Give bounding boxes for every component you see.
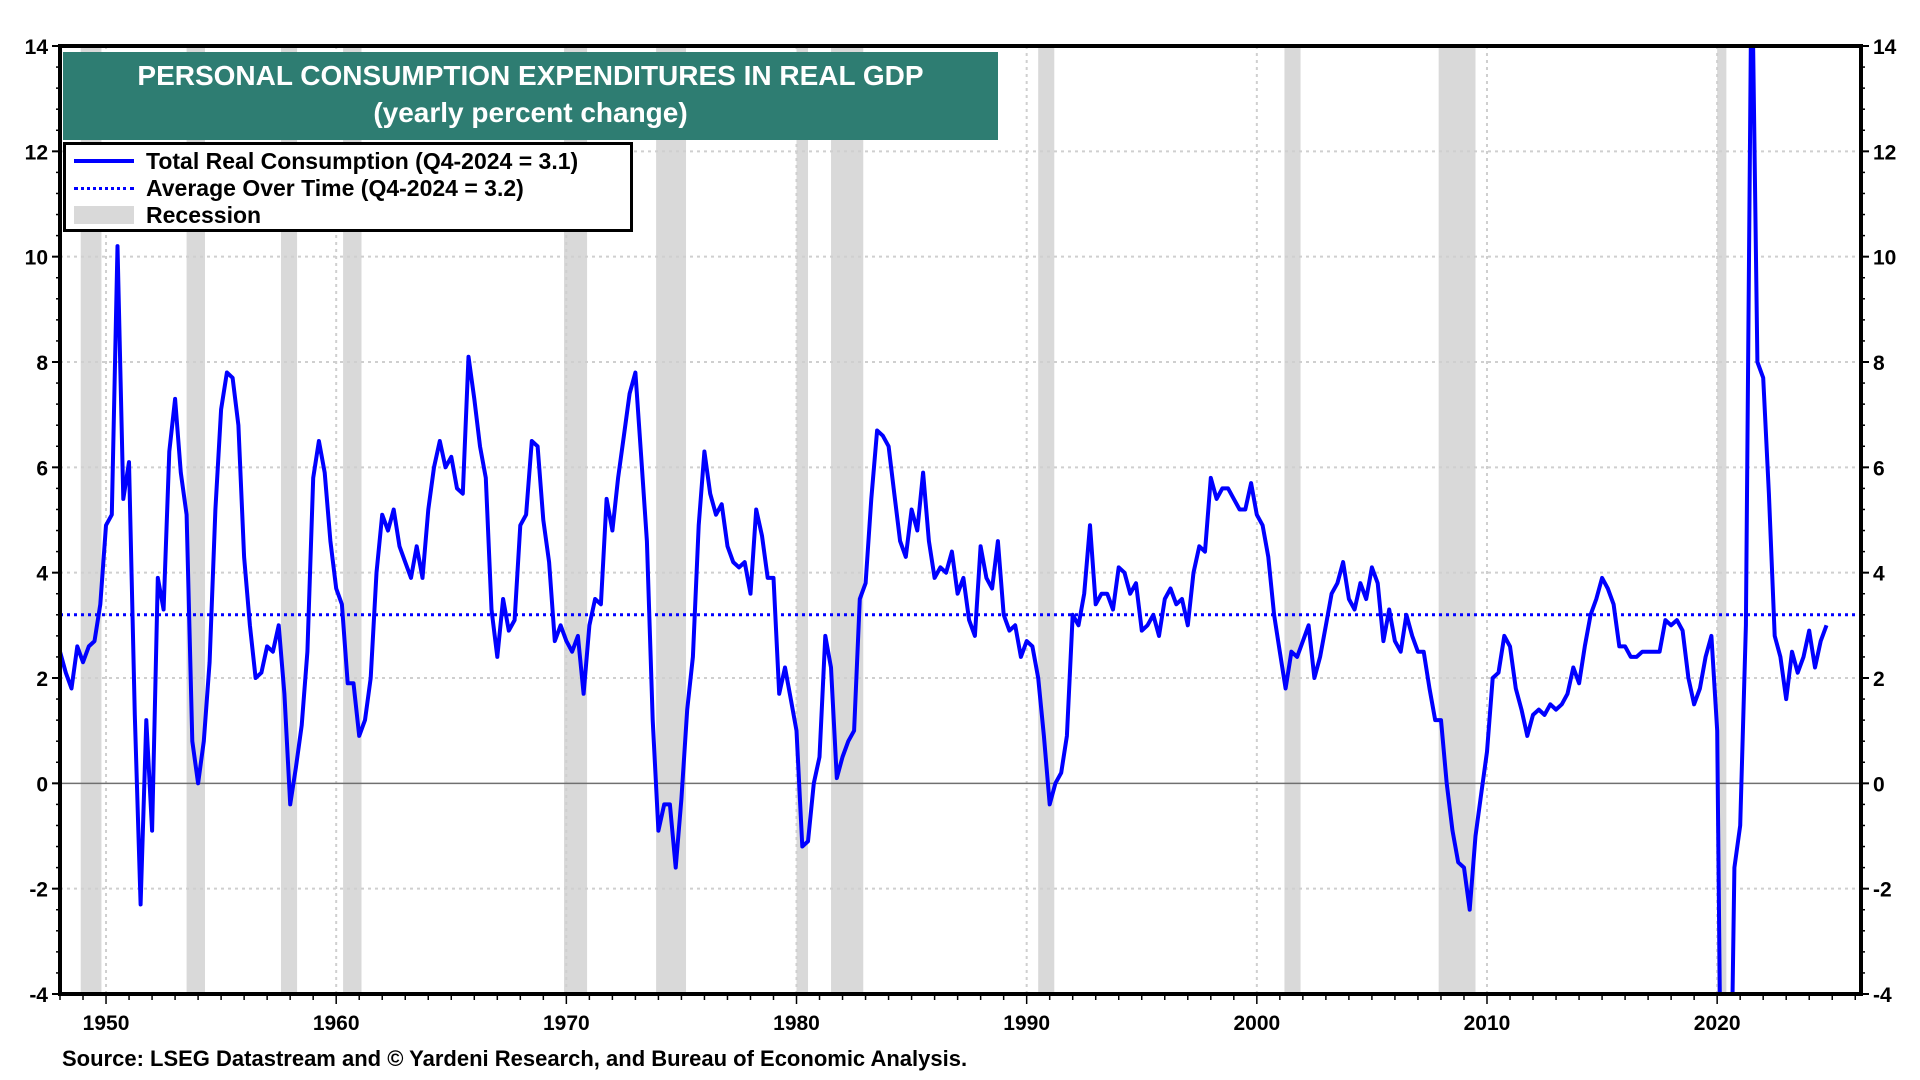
chart-title-box: PERSONAL CONSUMPTION EXPENDITURES IN REA…: [63, 52, 998, 140]
gridlines: [60, 46, 1861, 994]
y-tick-label-left: -4: [29, 984, 48, 1007]
legend-item-average: Average Over Time (Q4-2024 = 3.2): [74, 175, 524, 201]
x-tick-label: 1990: [1003, 1012, 1050, 1035]
chart-subtitle: (yearly percent change): [373, 97, 688, 128]
y-tick-label-right: 14: [1873, 36, 1897, 59]
y-tick-label-left: 8: [36, 352, 48, 375]
recession-band: [280, 46, 298, 994]
axes: -4 -4 -2 -2 0 0 2 2 4 4 6 6 8 8 10 10 12 12 14 14 1950 1960 19…: [25, 36, 1897, 1035]
y-tick-label-right: 0: [1873, 773, 1885, 796]
source-note: Source: LSEG Datastream and © Yardeni Re…: [62, 1046, 968, 1071]
plot-frame: [58, 44, 1863, 996]
legend-swatch-dotted-line: [74, 186, 134, 190]
y-tick-label-left: 4: [36, 563, 48, 586]
recession-band: [831, 46, 864, 994]
y-tick-label-right: -2: [1873, 879, 1892, 902]
y-tick-label-left: 12: [25, 141, 48, 164]
recession-band: [656, 46, 687, 994]
legend-label: Recession: [146, 201, 262, 228]
y-tick-label-left: 10: [25, 247, 48, 270]
recession-band: [80, 46, 102, 994]
y-tick-label-right: 8: [1873, 352, 1885, 375]
y-tick-label-left: 14: [25, 36, 49, 59]
legend-swatch-recession-band: [74, 206, 134, 224]
y-tick-label-right: 2: [1873, 668, 1885, 691]
recession-band: [1717, 46, 1727, 994]
y-tick-label-right: 4: [1873, 563, 1885, 586]
x-tick-label: 1960: [313, 1012, 360, 1035]
x-tick-label: 2020: [1694, 1012, 1741, 1035]
series-line-total-real-consumption: [60, 46, 1829, 994]
x-tick-label: 2010: [1464, 1012, 1511, 1035]
y-tick-label-left: 0: [36, 773, 48, 796]
y-tick-label-left: -2: [29, 879, 48, 902]
legend-label: Total Real Consumption (Q4-2024 = 3.1): [146, 147, 579, 174]
recession-band: [1038, 46, 1055, 994]
x-tick-label: 1950: [83, 1012, 130, 1035]
recession-band: [796, 46, 809, 994]
x-tick-label: 1970: [543, 1012, 590, 1035]
legend-item-recession: Recession: [74, 202, 261, 228]
y-tick-label-left: 2: [36, 668, 48, 691]
recession-band: [343, 46, 362, 994]
recession-band: [1284, 46, 1301, 994]
legend: Total Real Consumption (Q4-2024 = 3.1) A…: [63, 142, 633, 232]
recession-band: [564, 46, 588, 994]
series-layer: [60, 46, 1829, 994]
legend-label: Average Over Time (Q4-2024 = 3.2): [146, 174, 524, 201]
y-tick-label-left: 6: [36, 457, 48, 480]
y-tick-label-right: 6: [1873, 457, 1885, 480]
x-tick-label: 2000: [1233, 1012, 1280, 1035]
recession-band: [1438, 46, 1476, 994]
y-tick-label-right: 10: [1873, 247, 1896, 270]
legend-swatch-solid-line: [74, 159, 134, 163]
legend-item-total-consumption: Total Real Consumption (Q4-2024 = 3.1): [74, 148, 578, 174]
y-tick-label-right: 12: [1873, 141, 1896, 164]
y-tick-label-right: -4: [1873, 984, 1892, 1007]
x-tick-label: 1980: [773, 1012, 820, 1035]
chart-title: PERSONAL CONSUMPTION EXPENDITURES IN REA…: [137, 60, 924, 91]
